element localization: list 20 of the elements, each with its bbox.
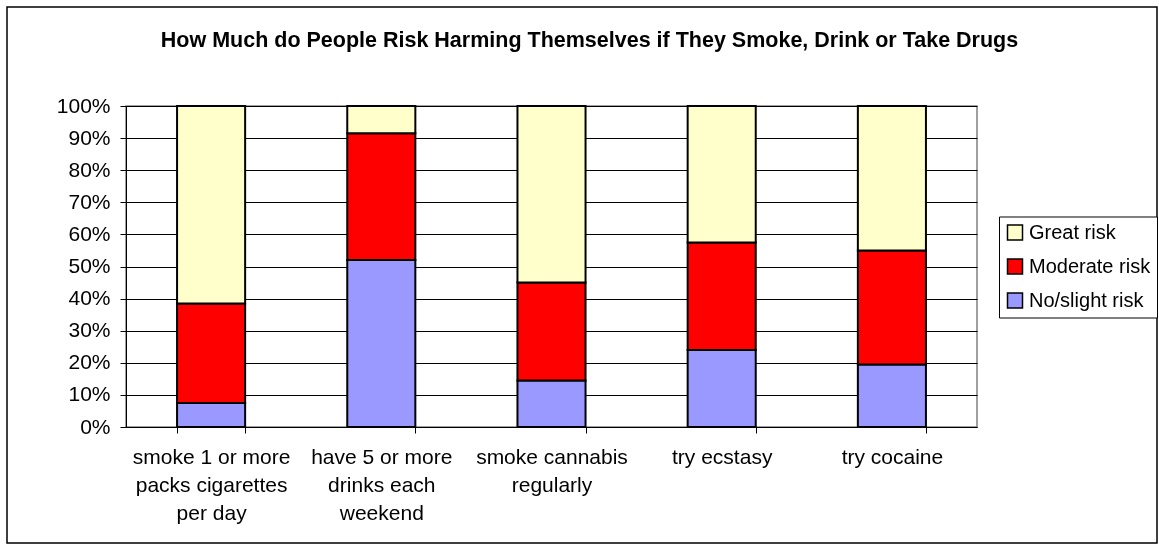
y-tick-label: 10%	[68, 382, 111, 406]
y-tick-label: 60%	[68, 221, 111, 245]
y-tick-label: 50%	[68, 254, 111, 277]
chart-title: How Much do People Risk Harming Themselves if They Smoke, Drink or Take Drugs	[160, 27, 1019, 52]
x-tick-label: smoke cannabis regularly	[476, 444, 628, 496]
y-tick-label: 70%	[68, 189, 111, 213]
y-tick-label: 0%	[80, 414, 111, 438]
y-tick-label: 100%	[56, 93, 111, 117]
x-tick-label: have 5 or more drinks each weekend	[311, 444, 453, 524]
y-tick-label: 30%	[68, 318, 111, 342]
x-tick-label: try ecstasy	[672, 444, 773, 468]
y-tick-label: 90%	[68, 125, 111, 149]
legend-label: Great risk	[1029, 220, 1117, 243]
x-tick-label: try cocaine	[841, 444, 944, 468]
legend-label: No/slight risk	[1029, 288, 1145, 311]
y-tick-label: 40%	[68, 286, 111, 310]
legend-label: Moderate risk	[1029, 254, 1152, 277]
x-tick-label: smoke 1 or more packs cigarettes per day	[132, 444, 291, 524]
y-tick-label: 20%	[68, 350, 111, 374]
y-tick-label: 80%	[68, 157, 111, 181]
